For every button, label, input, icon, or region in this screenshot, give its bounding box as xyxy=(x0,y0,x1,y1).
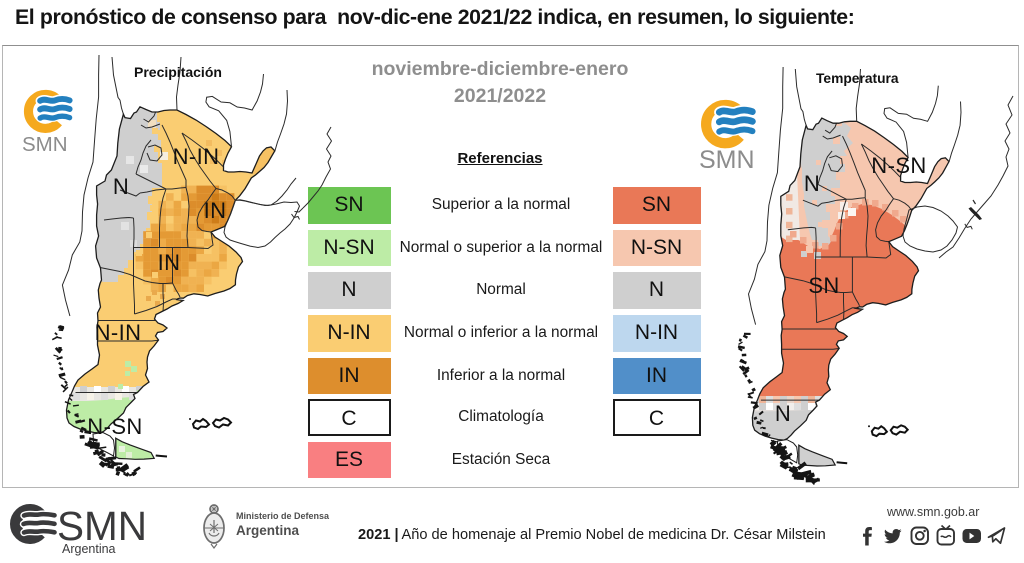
svg-text:Ministerio de Defensa: Ministerio de Defensa xyxy=(236,511,330,521)
svg-text:SMN: SMN xyxy=(699,146,755,174)
svg-text:Argentina: Argentina xyxy=(236,523,299,538)
svg-text:SMN: SMN xyxy=(22,133,68,156)
svg-text:SMN: SMN xyxy=(57,503,147,549)
svg-text:Argentina: Argentina xyxy=(62,542,116,556)
